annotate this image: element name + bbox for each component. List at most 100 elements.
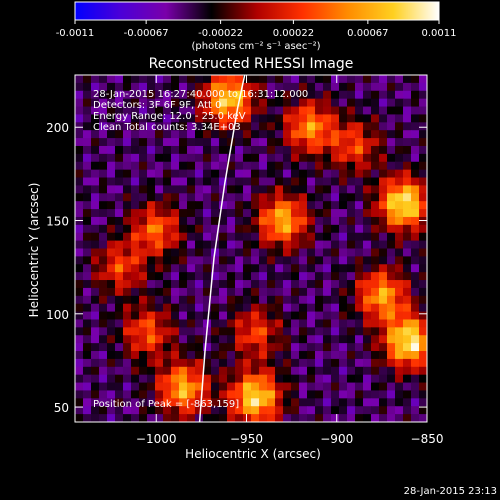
heatmap-cell xyxy=(91,98,100,108)
heatmap-cell xyxy=(155,193,164,202)
heatmap-cell xyxy=(411,122,420,131)
heatmap-cell xyxy=(179,319,188,328)
heatmap-cell xyxy=(331,358,340,368)
heatmap-cell xyxy=(83,216,92,226)
heatmap-cell xyxy=(283,153,292,163)
heatmap-cell xyxy=(355,287,364,297)
heatmap-cell xyxy=(219,224,228,234)
heatmap-cell xyxy=(99,232,108,242)
heatmap-cell xyxy=(275,177,284,187)
heatmap-cell xyxy=(107,256,116,265)
heatmap-cell xyxy=(339,145,348,155)
heatmap-cell xyxy=(387,75,396,84)
heatmap-cell xyxy=(195,114,204,123)
heatmap-cell xyxy=(91,256,100,265)
heatmap-cell xyxy=(371,130,380,139)
heatmap-cell xyxy=(91,335,100,344)
heatmap-cell xyxy=(139,358,148,368)
heatmap-cell xyxy=(395,201,404,210)
heatmap-cell xyxy=(195,161,204,171)
heatmap-cell xyxy=(155,272,164,281)
heatmap-cell xyxy=(147,161,156,171)
heatmap-cell xyxy=(267,374,276,384)
heatmap-cell xyxy=(283,366,292,376)
heatmap-cell xyxy=(275,319,284,328)
heatmap-cell xyxy=(179,390,188,399)
heatmap-cell xyxy=(299,161,308,171)
heatmap-cell xyxy=(387,232,396,242)
heatmap-cell xyxy=(323,185,332,194)
heatmap-cell xyxy=(91,201,100,210)
heatmap-cell xyxy=(107,335,116,344)
heatmap-cell xyxy=(363,106,372,116)
heatmap-cell xyxy=(227,248,236,257)
heatmap-cell xyxy=(267,193,276,202)
heatmap-cell xyxy=(347,161,356,171)
heatmap-cell xyxy=(163,406,172,415)
heatmap-cell xyxy=(275,240,284,250)
heatmap-cell xyxy=(283,145,292,155)
heatmap-cell xyxy=(339,311,348,321)
heatmap-cell xyxy=(147,327,156,336)
heatmap-cell xyxy=(323,382,332,392)
heatmap-cell xyxy=(91,161,100,171)
heatmap-cell xyxy=(259,209,268,218)
heatmap-cell xyxy=(195,201,204,210)
heatmap-cell xyxy=(147,130,156,139)
heatmap-cell xyxy=(339,82,348,92)
heatmap-cell xyxy=(371,153,380,163)
heatmap-cell xyxy=(347,351,356,360)
heatmap-cell xyxy=(75,311,84,321)
heatmap-cell xyxy=(211,264,220,273)
heatmap-cell xyxy=(379,303,388,313)
heatmap-cell xyxy=(307,280,316,289)
heatmap-cell xyxy=(171,209,180,218)
heatmap-cell xyxy=(115,193,124,202)
heatmap-cell xyxy=(139,209,148,218)
heatmap-cell xyxy=(387,414,396,422)
heatmap-cell xyxy=(315,264,324,273)
heatmap-cell xyxy=(203,248,212,257)
heatmap-cell xyxy=(99,90,108,100)
heatmap-cell xyxy=(115,90,124,100)
heatmap-cell xyxy=(227,169,236,179)
heatmap-cell xyxy=(123,153,132,163)
heatmap-cell xyxy=(187,185,196,194)
heatmap-cell xyxy=(251,406,260,415)
heatmap-cell xyxy=(187,327,196,336)
heatmap-cell xyxy=(123,327,132,336)
heatmap-cell xyxy=(299,256,308,265)
heatmap-cell xyxy=(283,311,292,321)
heatmap-cell xyxy=(99,264,108,273)
heatmap-cell xyxy=(251,414,260,422)
heatmap-cell xyxy=(211,366,220,376)
heatmap-cell xyxy=(323,374,332,384)
heatmap-cell xyxy=(259,272,268,281)
heatmap-cell xyxy=(411,138,420,147)
heatmap-cell xyxy=(355,138,364,147)
heatmap-cell xyxy=(363,169,372,179)
heatmap-cell xyxy=(379,209,388,218)
heatmap-cell xyxy=(187,193,196,202)
heatmap-cell xyxy=(355,106,364,116)
heatmap-cell xyxy=(267,216,276,226)
heatmap-cell xyxy=(227,240,236,250)
heatmap-cell xyxy=(115,138,124,147)
heatmap-cell xyxy=(259,169,268,179)
heatmap-cell xyxy=(243,114,252,123)
heatmap-cell xyxy=(83,82,92,92)
heatmap-cell xyxy=(187,319,196,328)
heatmap-cell xyxy=(395,303,404,313)
heatmap-cell xyxy=(307,272,316,281)
heatmap-cell xyxy=(139,303,148,313)
heatmap-cell xyxy=(419,343,427,352)
heatmap-cell xyxy=(147,232,156,242)
heatmap-cell xyxy=(339,374,348,384)
heatmap-cell xyxy=(355,169,364,179)
heatmap-cell xyxy=(315,295,324,305)
heatmap-cell xyxy=(227,82,236,92)
heatmap-cell xyxy=(83,398,92,407)
heatmap-cell xyxy=(379,130,388,139)
colorbar-units-label: (photons cm⁻² s⁻¹ asec⁻²) xyxy=(191,41,320,52)
heatmap-cell xyxy=(211,287,220,297)
